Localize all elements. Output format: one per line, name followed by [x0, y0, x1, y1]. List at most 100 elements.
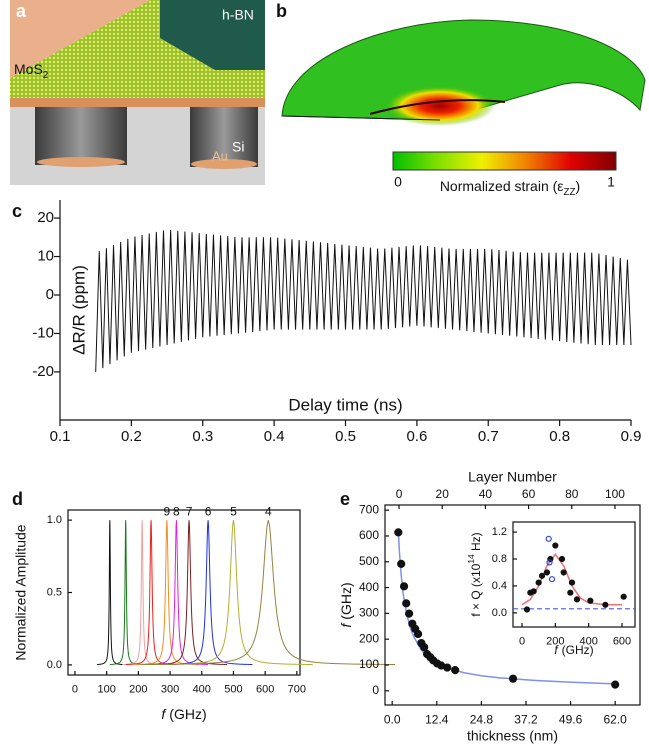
text-part: f — [338, 622, 354, 628]
x-tick-label: 100 — [97, 684, 115, 696]
x-tick-label: 0.8 — [549, 428, 570, 445]
panel-label: b — [276, 1, 287, 21]
point — [602, 601, 609, 608]
y-tick-label: 20 — [37, 209, 54, 226]
data-line — [95, 229, 632, 372]
y-axis-title: f (GHz) — [338, 582, 354, 627]
y-tick-label: 500 — [359, 554, 379, 568]
text-part: Hz) — [469, 532, 483, 554]
y-tick-label: 0.5 — [47, 586, 62, 598]
text-part: f — [554, 643, 559, 657]
y-axis-title: ΔR/R (ppm) — [69, 265, 88, 355]
x2-tick-label: 60 — [522, 487, 536, 501]
x-tick-label: 24.8 — [470, 712, 494, 726]
point — [558, 555, 566, 563]
point — [413, 629, 423, 639]
point — [568, 579, 576, 586]
x-tick-label: 200 — [129, 684, 147, 696]
point — [399, 582, 409, 591]
label: Si — [232, 139, 244, 155]
au-pad — [37, 157, 125, 167]
y-tick-label: -10 — [32, 324, 54, 341]
peak-label: 5 — [230, 504, 237, 518]
panel-label: d — [12, 489, 23, 509]
edge — [281, 115, 441, 121]
text-part: Normalized strain (ε — [440, 178, 564, 194]
illustration — [10, 0, 265, 185]
y-tick-label: 600 — [359, 528, 379, 542]
text-part: (GHz) — [169, 706, 206, 722]
au-pad — [191, 159, 257, 169]
x-axis-title: thickness (nm) — [467, 728, 558, 744]
y-tick-label: 1.2 — [492, 526, 507, 538]
text-part: ) — [576, 178, 581, 194]
chart: 0 200 400 600 0.0 0.4 0.8 1.2 f (GHz) f × Q (x1014… — [466, 521, 636, 657]
point — [402, 599, 411, 608]
point — [443, 663, 452, 672]
film — [10, 98, 265, 107]
text-part: 2 — [43, 70, 48, 81]
edge — [369, 99, 506, 115]
x-tick-label: 500 — [224, 684, 242, 696]
point — [535, 579, 542, 586]
y-tick-label: 1.0 — [47, 514, 62, 526]
point — [508, 674, 518, 683]
x2-tick-label: 80 — [565, 487, 579, 501]
peak-label: 9 — [164, 504, 171, 518]
x-tick-label: 0.4 — [264, 428, 285, 445]
chart: 0.0 12.4 24.8 37.2 49.6 62.001002003004005006… — [338, 469, 641, 744]
point — [451, 666, 460, 675]
text-part: f — [161, 706, 167, 722]
x-tick-label: 0.3 — [192, 428, 213, 445]
panel-label: c — [12, 201, 22, 221]
well — [35, 107, 127, 165]
hbn-layer — [160, 0, 265, 70]
point — [560, 569, 567, 576]
plot-frame — [512, 521, 636, 628]
text-part: f × Q (x10 — [469, 563, 483, 616]
y-tick-label: 200 — [359, 631, 379, 645]
point — [545, 535, 552, 542]
y-axis-title: f × Q (x1014 Hz) — [466, 532, 483, 616]
y-tick-label: 0.8 — [492, 553, 507, 565]
peak — [123, 520, 162, 666]
x-axis-title: f (GHz) — [161, 706, 206, 722]
peak-label: 8 — [173, 504, 180, 518]
point — [620, 593, 627, 600]
x-tick-label: 300 — [161, 684, 179, 696]
peak-label: 6 — [205, 504, 212, 518]
point — [420, 643, 429, 652]
text-part: (GHz) — [338, 582, 354, 619]
x-tick-label: 37.2 — [514, 712, 538, 726]
point — [546, 559, 553, 566]
point — [538, 572, 546, 579]
text-part: (GHz) — [562, 643, 594, 657]
y-tick-label: 0.0 — [492, 607, 507, 619]
x-tick-label: 400 — [579, 636, 597, 648]
x-tick-label: 200 — [546, 636, 564, 648]
x2-tick-label: 0 — [396, 487, 403, 501]
y-tick-label: 10 — [37, 248, 54, 265]
text-part: MoS — [14, 61, 43, 77]
x-tick-label: 12.4 — [425, 712, 449, 726]
inset-bg — [513, 522, 635, 627]
y-tick-label: 0 — [372, 683, 379, 697]
colorbar — [392, 151, 617, 171]
point — [548, 576, 556, 583]
point — [552, 542, 559, 549]
plot-frame — [384, 504, 641, 706]
peak — [97, 520, 123, 666]
y-tick-label: 400 — [359, 580, 379, 594]
y-tick-label: 300 — [359, 606, 379, 620]
peak — [141, 520, 396, 666]
x-tick-label: 400 — [193, 684, 211, 696]
y-tick-label: -20 — [32, 363, 54, 380]
x-tick-label: 0 — [72, 684, 78, 696]
well — [190, 107, 258, 167]
peak-label: 4 — [265, 504, 272, 518]
colorbar-tick-label: 1 — [607, 174, 615, 190]
x-tick-label: 0.5 — [335, 428, 356, 445]
strain-map — [281, 19, 646, 126]
